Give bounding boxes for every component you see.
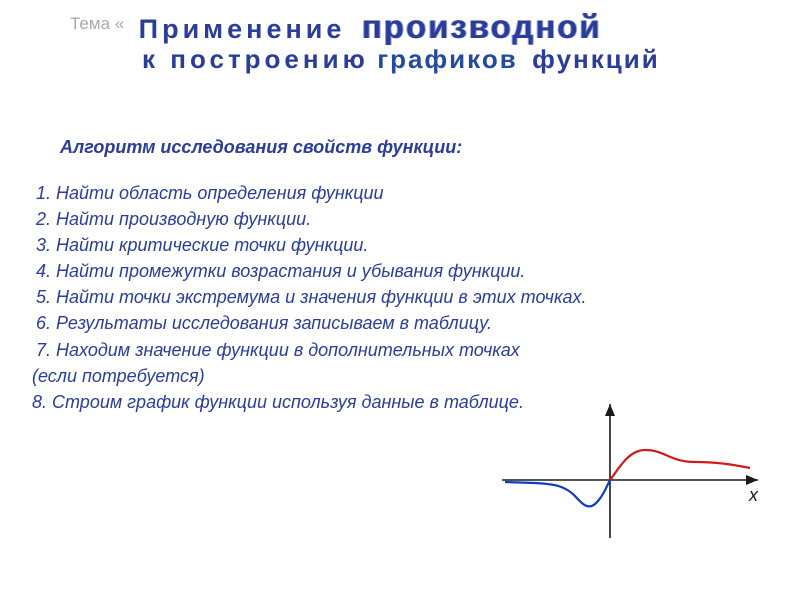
title-word-derivative: производной (362, 8, 602, 45)
title-line-2: к построению графиков функций (70, 44, 780, 75)
x-axis-arrow (746, 475, 758, 485)
title-word-building: к построению (142, 44, 369, 74)
y-axis-arrow (605, 404, 615, 416)
x-axis-label: х (749, 485, 758, 506)
step-4: 4. Найти промежутки возрастания и убыван… (32, 258, 800, 284)
tema-label: Тема « (70, 14, 124, 34)
step-3: 3. Найти критические точки функции. (32, 232, 800, 258)
step-7b: (если потребуется) (32, 363, 800, 389)
red-curve (610, 450, 750, 480)
algorithm-list: 1. Найти область определения функции 2. … (32, 180, 800, 415)
title-word-graphs: графиков (377, 44, 517, 74)
title-word-functions: функций (532, 44, 660, 74)
blue-curve (505, 480, 610, 506)
step-5: 5. Найти точки экстремума и значения фун… (32, 284, 800, 310)
chart-svg (500, 400, 760, 560)
function-graph: х (500, 400, 760, 560)
section-title: Алгоритм исследования свойств функции: (60, 137, 800, 158)
step-7: 7. Находим значение функции в дополнител… (32, 337, 800, 363)
title-word-application: Применение (139, 14, 346, 44)
step-1: 1. Найти область определения функции (32, 180, 800, 206)
step-2: 2. Найти производную функции. (32, 206, 800, 232)
slide-header: Тема « Применение производной к построен… (0, 0, 800, 75)
step-6: 6. Результаты исследования записываем в … (32, 310, 800, 336)
